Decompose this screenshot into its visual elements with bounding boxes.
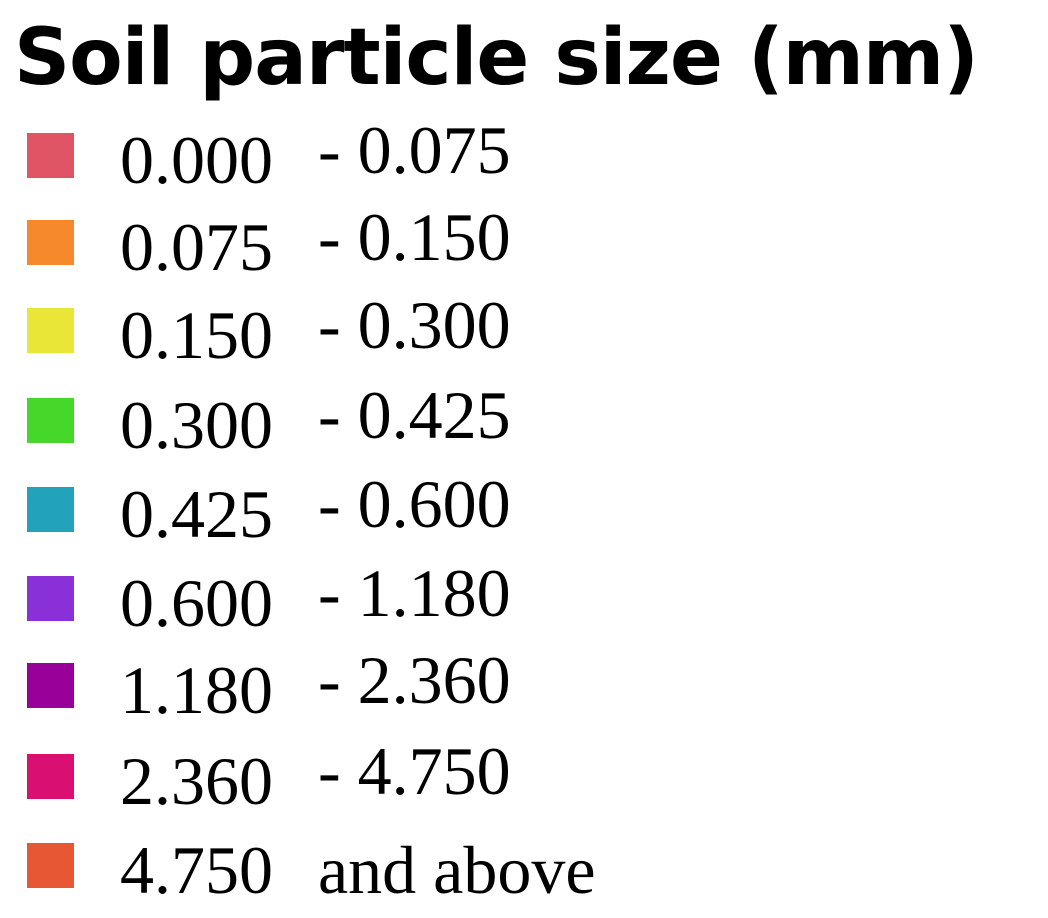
- range-high: - 0.150: [318, 199, 511, 275]
- legend-item: 1.180 - 2.360: [0, 642, 1040, 734]
- legend-item: 0.600 - 1.180: [0, 555, 1040, 647]
- range-high: - 2.360: [318, 642, 511, 718]
- color-swatch: [27, 133, 74, 178]
- range-low: 0.600: [120, 565, 273, 641]
- range-low: 0.075: [120, 209, 273, 285]
- range-low: 0.425: [120, 476, 273, 552]
- range-low: 4.750: [120, 832, 273, 908]
- range-high: - 0.075: [318, 112, 511, 188]
- legend-item: 0.075 - 0.150: [0, 199, 1040, 291]
- range-high: - 0.600: [318, 466, 511, 542]
- color-swatch: [27, 487, 74, 532]
- color-swatch: [27, 843, 74, 888]
- color-swatch: [27, 663, 74, 708]
- range-high: and above: [318, 832, 596, 908]
- range-low: 0.150: [120, 297, 273, 373]
- legend-item: 0.300 - 0.425: [0, 377, 1040, 469]
- range-high: - 4.750: [318, 733, 511, 809]
- color-swatch: [27, 398, 74, 443]
- color-swatch: [27, 576, 74, 621]
- legend-item: 0.000 - 0.075: [0, 112, 1040, 204]
- legend-item: 2.360 - 4.750: [0, 733, 1040, 825]
- range-high: - 0.300: [318, 287, 511, 363]
- legend-item: 0.150 - 0.300: [0, 287, 1040, 379]
- color-swatch: [27, 220, 74, 265]
- legend-item: 0.425 - 0.600: [0, 466, 1040, 558]
- range-low: 2.360: [120, 743, 273, 819]
- legend-item: 4.750 and above: [0, 826, 1040, 914]
- range-low: 1.180: [120, 652, 273, 728]
- range-low: 0.300: [120, 387, 273, 463]
- color-swatch: [27, 754, 74, 799]
- range-high: - 0.425: [318, 377, 511, 453]
- range-low: 0.000: [120, 122, 273, 198]
- legend-title: Soil particle size (mm): [14, 13, 979, 103]
- color-swatch: [27, 308, 74, 353]
- range-high: - 1.180: [318, 555, 511, 631]
